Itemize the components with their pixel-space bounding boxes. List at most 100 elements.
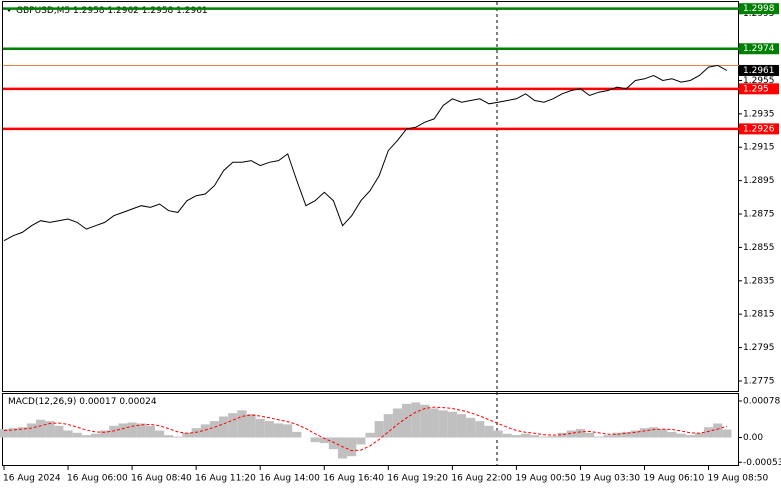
macd-header: MACD(12,26,9) 0.00017 0.00024 (8, 397, 157, 407)
macd-bar (145, 425, 155, 438)
macd-bar (246, 414, 256, 438)
macd-bar (594, 436, 604, 438)
x-tick-label: 16 Aug 14:00 (259, 474, 320, 484)
macd-bar (173, 436, 183, 438)
macd-bar (90, 433, 101, 438)
macd-bar (36, 419, 46, 438)
macd-bar (328, 437, 338, 450)
macd-bar (8, 428, 18, 438)
macd-bar (649, 427, 659, 438)
macd-bar (539, 436, 549, 438)
macd-bar (566, 430, 576, 438)
y-tick-label: 1.2815 (743, 310, 775, 320)
macd-bar (319, 437, 329, 444)
macd-bar (575, 429, 586, 438)
macd-bar (630, 430, 640, 438)
macd-bar (219, 416, 229, 438)
macd-bar (0, 429, 9, 438)
macd-bar (136, 423, 146, 438)
macd-title: MACD(12,26,9) (8, 397, 76, 407)
macd-bar (639, 428, 650, 438)
macd-bar (347, 437, 357, 457)
y-tick-label: 0.00078 (743, 397, 780, 407)
level-label-box (739, 83, 779, 95)
y-tick-label: 1.2855 (743, 243, 775, 253)
y-tick-label: 1.2875 (743, 210, 775, 220)
x-tick-label: 16 Aug 2024 (3, 474, 61, 484)
y-tick-label: 1.2995 (743, 9, 775, 19)
macd-bar (520, 433, 531, 438)
macd-bar (72, 432, 82, 438)
macd-last: 0.00017 (79, 397, 116, 407)
price-label: 1.2961 (743, 66, 775, 76)
macd-bar (548, 436, 558, 438)
price-frame (2, 1, 739, 392)
macd-bar (337, 437, 348, 459)
chart-header: GBPUSD,M5 1.2958 1.2962 1.2958 1.2961 (16, 6, 208, 16)
macd-bar (392, 408, 403, 438)
open: 1.2958 (73, 6, 105, 16)
macd-bar (621, 431, 631, 438)
macd-bar (310, 437, 320, 443)
y-tick-label: -0.00053 (743, 458, 781, 468)
macd-bar (182, 432, 192, 438)
macd-bar (264, 421, 274, 438)
macd-bar (484, 425, 494, 438)
macd-bar (466, 417, 476, 438)
level-label: 1.2926 (743, 124, 775, 134)
level-label-box (739, 3, 779, 15)
macd-bar (154, 430, 165, 438)
level-label: 1.295 (743, 84, 769, 94)
y-tick-label: 0.00 (743, 433, 763, 443)
level-label: 1.2974 (743, 44, 775, 54)
macd-bar (164, 435, 174, 438)
y-tick-label: 1.2955 (743, 76, 775, 86)
macd-bar (237, 410, 247, 438)
macd-bar (273, 423, 284, 438)
x-tick-label: 19 Aug 06:10 (644, 474, 705, 484)
macd-bar (200, 424, 210, 438)
chart-title: GBPUSD,M5 (16, 6, 70, 16)
macd-bar (118, 423, 128, 438)
macd-bar (109, 425, 119, 438)
close: 1.2961 (176, 6, 208, 16)
macd-bar (374, 421, 384, 438)
macd-bar (383, 414, 393, 438)
macd-bar (292, 431, 302, 438)
macd-bar (557, 432, 567, 438)
x-tick-label: 16 Aug 08:40 (131, 474, 192, 484)
signal-line (3, 406, 728, 452)
y-tick-label: 1.2915 (743, 143, 775, 153)
macd-bar (493, 430, 503, 438)
signal-last: 0.00024 (119, 397, 156, 407)
low: 1.2958 (142, 6, 174, 16)
macd-bar (420, 404, 430, 438)
price-line (3, 64, 728, 242)
level-label-box (739, 123, 779, 135)
macd-bar (685, 435, 695, 438)
macd-bar (255, 418, 265, 438)
macd-bar (703, 427, 714, 438)
macd-bar (209, 421, 220, 438)
macd-bar (585, 432, 595, 438)
macd-bar (502, 433, 512, 438)
y-tick-label: 1.2895 (743, 176, 775, 186)
macd-bar (429, 408, 439, 438)
macd-bar (438, 410, 448, 438)
x-tick-label: 16 Aug 11:20 (195, 474, 256, 484)
macd-bar (365, 432, 375, 438)
high: 1.2962 (107, 6, 139, 16)
macd-bar (356, 437, 366, 445)
macd-bar (694, 432, 704, 438)
level-label: 1.2998 (743, 4, 775, 14)
y-tick-label: 1.2835 (743, 276, 775, 286)
y-tick-label: 1.2775 (743, 376, 775, 386)
macd-bar (530, 435, 540, 438)
macd-bar (511, 435, 521, 438)
x-tick-label: 16 Aug 22:00 (451, 474, 512, 484)
x-tick-label: 16 Aug 19:20 (387, 474, 448, 484)
macd-bar (45, 421, 55, 438)
